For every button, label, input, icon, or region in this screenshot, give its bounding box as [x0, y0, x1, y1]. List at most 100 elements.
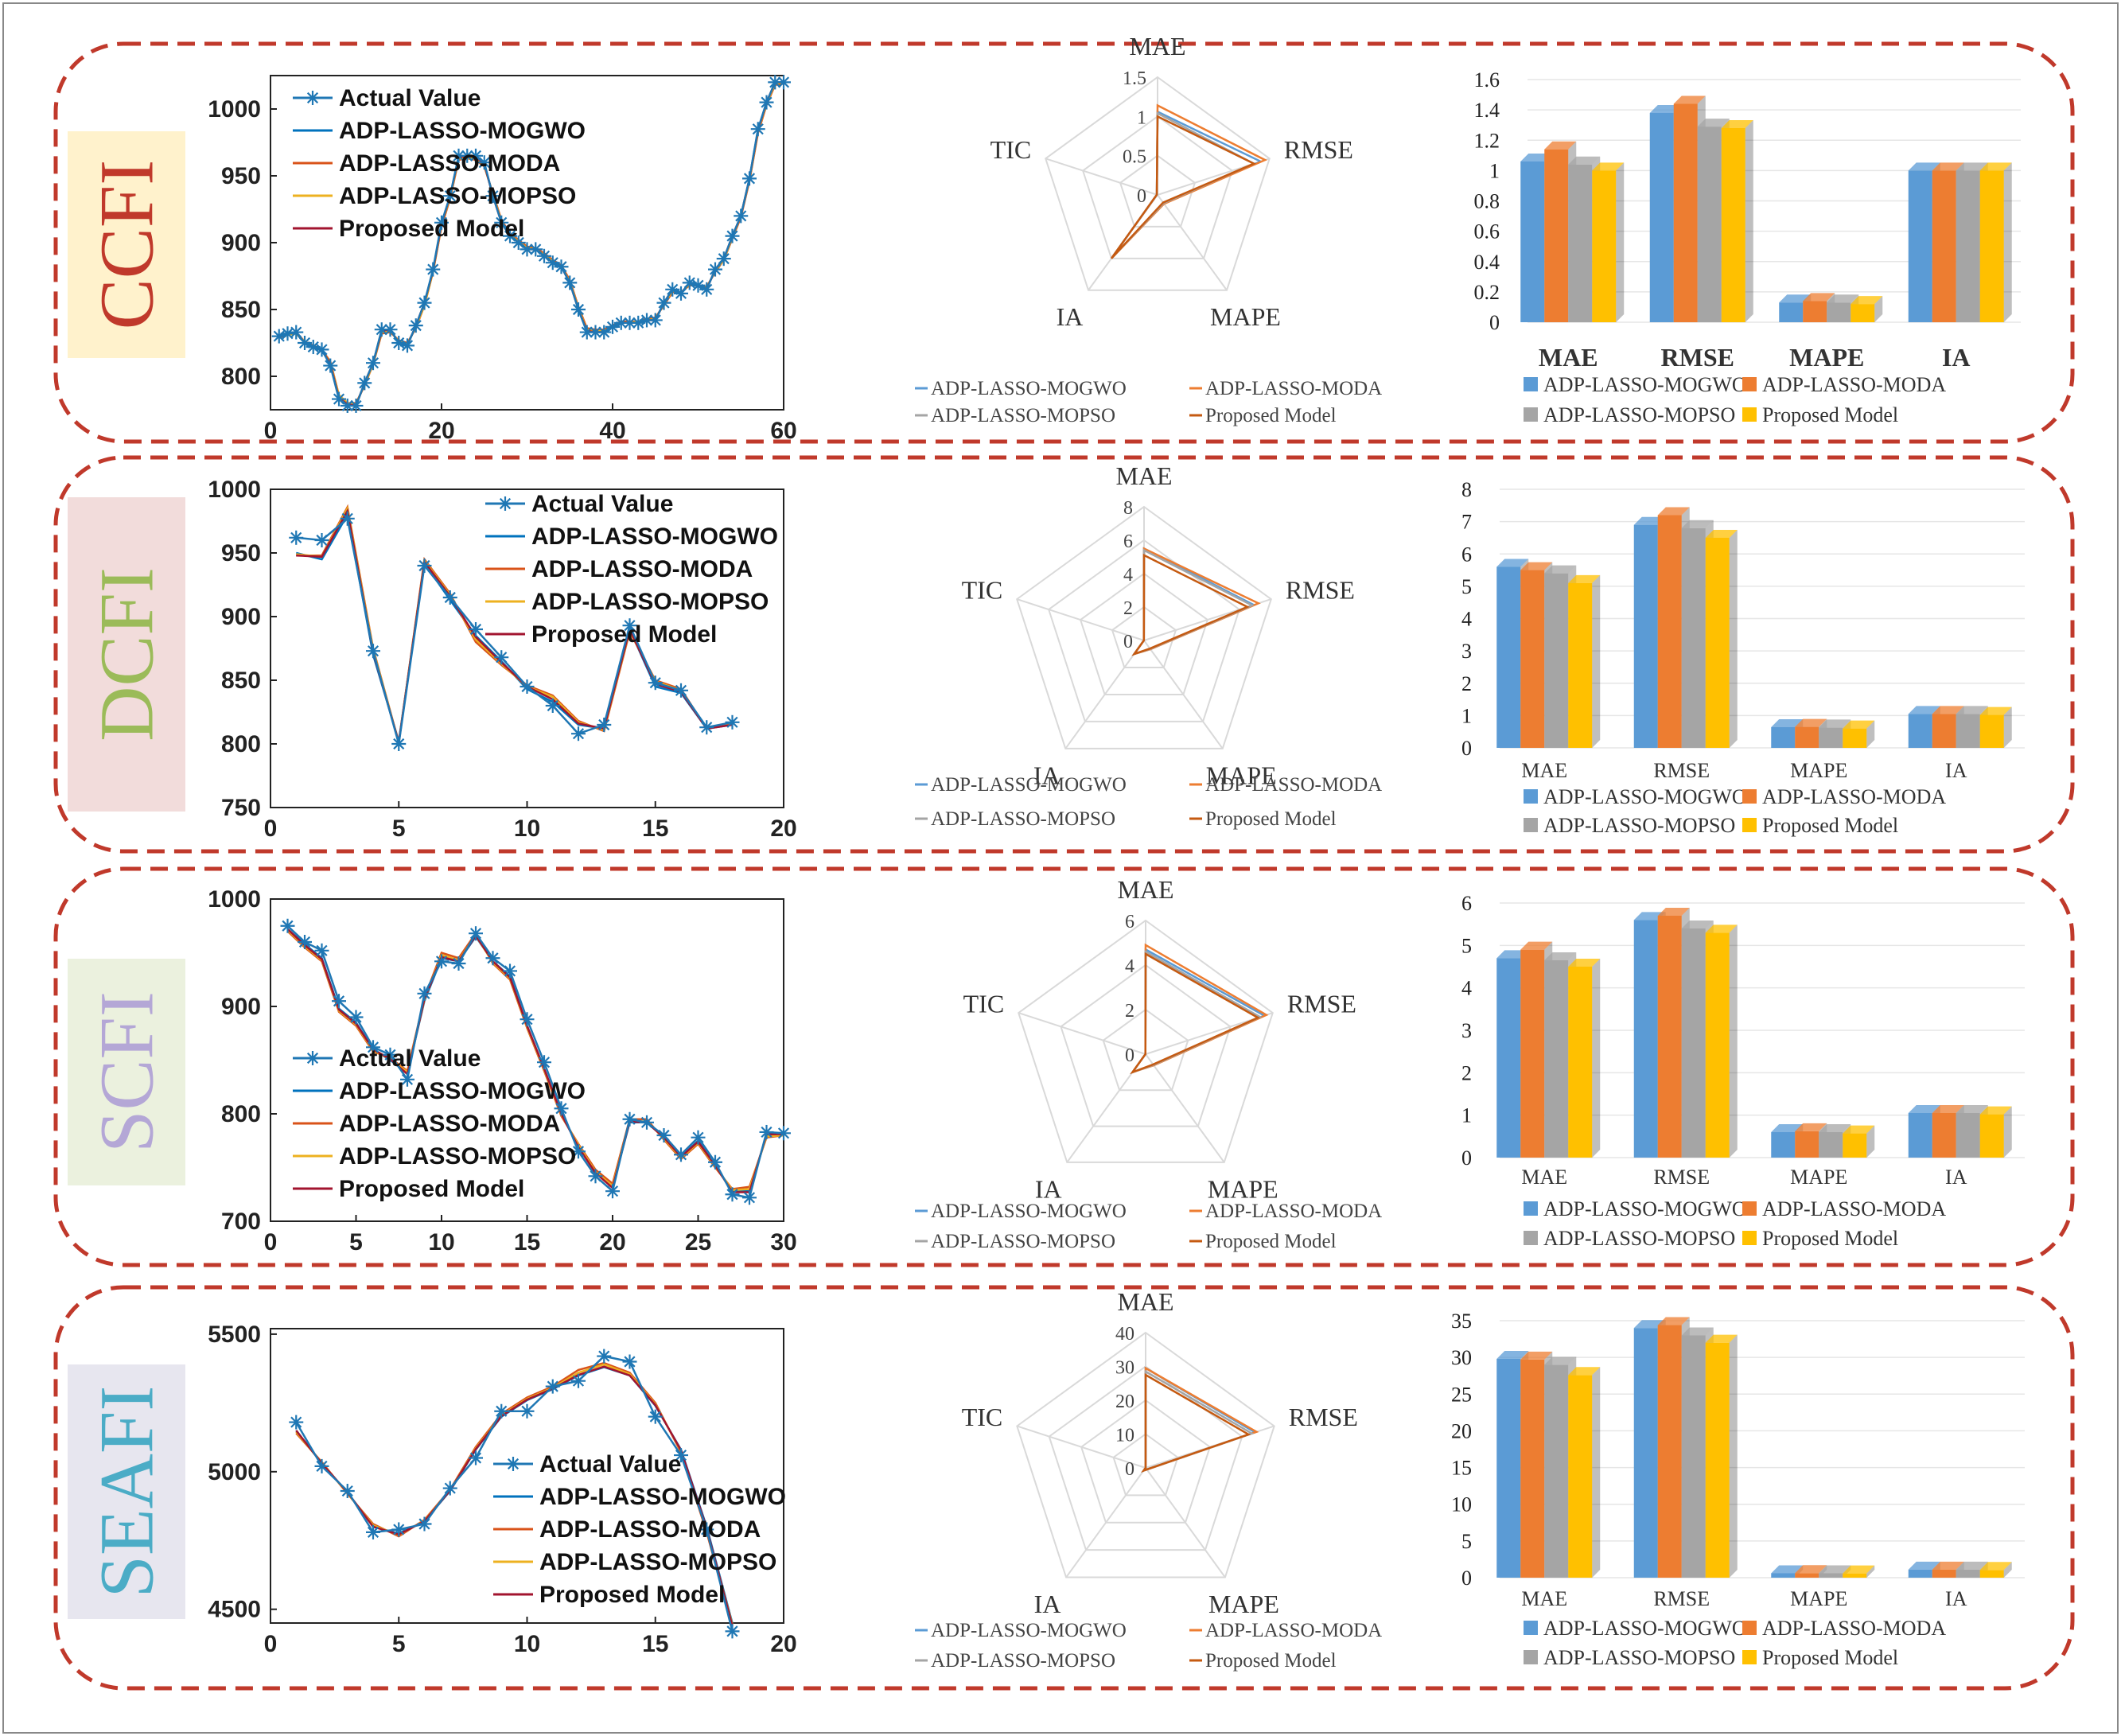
- data-point: [494, 1403, 509, 1419]
- legend-label: Actual Value: [339, 85, 481, 111]
- bar-top: [1979, 1106, 2012, 1115]
- bar-legend-swatch: [1742, 377, 1757, 391]
- bar-top: [1705, 1334, 1738, 1343]
- data-point: [759, 1124, 774, 1139]
- legend-marker: [306, 1052, 319, 1065]
- data-point-marker: [555, 1103, 567, 1115]
- radar-axis-label: IA: [1057, 302, 1084, 331]
- data-point-marker: [401, 1073, 414, 1085]
- radar-axis-label: MAE: [1117, 875, 1173, 904]
- radar-tick-label: 6: [1125, 912, 1134, 932]
- bar-y-tick-label: 20: [1451, 1419, 1472, 1442]
- radar-legend-label: Proposed Model: [1205, 808, 1337, 830]
- radar-grid-ring: [1111, 605, 1177, 668]
- data-point-marker: [521, 1014, 533, 1026]
- data-point-marker: [325, 360, 337, 372]
- data-point: [332, 994, 346, 1009]
- bar-top: [1827, 294, 1859, 303]
- y-tick-label: 950: [221, 540, 261, 566]
- bar-legend-label: ADP-LASSO-MOGWO: [1543, 373, 1747, 396]
- data-point-marker: [752, 123, 764, 135]
- bar-category-label: MAPE: [1790, 759, 1847, 782]
- bar-category-label: MAPE: [1790, 1166, 1847, 1189]
- data-point: [366, 356, 380, 371]
- radar-tick-label: 30: [1115, 1358, 1134, 1379]
- bar-front: [1932, 1113, 1956, 1158]
- bar-top: [1681, 921, 1714, 928]
- data-point-marker: [298, 936, 311, 948]
- data-point: [691, 1130, 706, 1145]
- legend-label: ADP-LASSO-MODA: [531, 556, 753, 582]
- data-point: [528, 242, 543, 257]
- data-point-marker: [367, 645, 379, 657]
- bar-legend-label: ADP-LASSO-MODA: [1762, 785, 1946, 808]
- data-point-marker: [290, 326, 302, 338]
- bar-front: [1705, 932, 1730, 1158]
- data-point: [674, 286, 688, 301]
- data-point-marker: [341, 1485, 353, 1497]
- radar-grid-ring: [1102, 1008, 1189, 1092]
- radar-axis-label: TIC: [990, 135, 1032, 164]
- bar-legend-label: Proposed Model: [1762, 814, 1898, 837]
- bar-top: [1956, 706, 1988, 714]
- data-point-marker: [461, 150, 473, 162]
- legend-label: Actual Value: [339, 1045, 481, 1072]
- x-tick-label: 60: [770, 418, 796, 444]
- data-point: [742, 171, 757, 186]
- bar-front: [1705, 537, 1730, 748]
- data-point-marker: [512, 236, 524, 249]
- bar-legend-label: Proposed Model: [1762, 1227, 1898, 1250]
- data-point-marker: [393, 1524, 405, 1536]
- bar-legend-swatch: [1524, 1650, 1538, 1664]
- bar-front: [1771, 1132, 1796, 1158]
- bar-front: [1795, 1131, 1819, 1158]
- bar-legend-label: ADP-LASSO-MOPSO: [1543, 1227, 1735, 1250]
- bar-side: [1866, 1125, 1875, 1158]
- bar-legend-swatch: [1524, 377, 1538, 391]
- data-point: [314, 342, 329, 357]
- data-point-marker: [427, 263, 439, 275]
- bar-side: [1616, 162, 1625, 322]
- radar-tick-label: 0: [1125, 1045, 1134, 1066]
- data-point: [656, 1128, 671, 1142]
- data-point-marker: [624, 1113, 636, 1125]
- data-point: [469, 622, 483, 636]
- bar-top: [1908, 162, 1940, 171]
- radar-axis-label: IA: [1033, 761, 1060, 789]
- data-point-marker: [624, 1356, 636, 1368]
- bar-y-tick-label: 30: [1451, 1346, 1472, 1369]
- bar-legend-label: ADP-LASSO-MODA: [1762, 373, 1946, 396]
- bar-legend-swatch: [1742, 789, 1757, 804]
- bar-top: [1932, 706, 1964, 714]
- data-point-marker: [683, 277, 695, 289]
- bar-top: [1657, 1317, 1690, 1325]
- data-point-marker: [316, 1460, 328, 1472]
- y-tick-label: 700: [221, 1209, 261, 1235]
- radar-axis-label: MAE: [1115, 461, 1172, 490]
- radar-spoke: [1017, 1425, 1146, 1469]
- data-point-marker: [718, 253, 730, 265]
- data-point: [571, 302, 586, 317]
- data-point-marker: [547, 699, 558, 712]
- bar: [1979, 706, 2012, 748]
- bar-category-label: RMSE: [1653, 759, 1710, 782]
- bar-top: [1697, 119, 1730, 127]
- bar-category-label: IA: [1945, 759, 1967, 782]
- data-point: [357, 376, 372, 391]
- bar: [1568, 574, 1601, 748]
- data-point-marker: [444, 591, 456, 604]
- bar-top: [1496, 1350, 1529, 1359]
- bar-legend-swatch: [1524, 818, 1538, 832]
- data-point-marker: [777, 1127, 790, 1139]
- radar-tick-label: 2: [1125, 1001, 1134, 1022]
- data-point: [314, 943, 329, 958]
- bar-legend-swatch: [1742, 818, 1757, 832]
- bar-front: [1681, 527, 1706, 748]
- bar-y-tick-label: 5: [1461, 934, 1472, 957]
- bar-legend-label: ADP-LASSO-MOGWO: [1543, 1617, 1747, 1640]
- x-tick-label: 0: [264, 1631, 278, 1657]
- bar: [1979, 1106, 2012, 1158]
- data-point: [648, 1409, 663, 1424]
- bar-front: [1657, 1325, 1682, 1578]
- bar-top: [1932, 1561, 1964, 1570]
